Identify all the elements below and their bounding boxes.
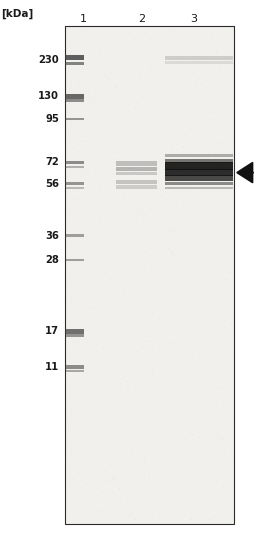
Bar xyxy=(165,169,233,176)
Bar xyxy=(65,234,84,237)
Bar xyxy=(65,334,84,337)
Text: 56: 56 xyxy=(45,179,59,189)
Bar xyxy=(65,329,84,333)
Bar xyxy=(65,166,84,168)
Bar xyxy=(116,161,157,166)
Text: 72: 72 xyxy=(45,158,59,167)
Bar xyxy=(65,26,234,524)
Text: 130: 130 xyxy=(38,92,59,101)
Bar xyxy=(65,55,84,60)
Text: 2: 2 xyxy=(138,14,146,24)
Bar xyxy=(165,162,233,170)
Text: 3: 3 xyxy=(190,14,197,24)
Bar xyxy=(116,172,157,175)
Bar xyxy=(165,187,233,189)
Bar xyxy=(65,258,84,261)
Bar xyxy=(165,159,233,163)
Bar xyxy=(165,154,233,157)
Bar xyxy=(65,99,84,102)
Bar xyxy=(116,185,157,189)
Bar xyxy=(65,182,84,185)
Bar xyxy=(116,167,157,171)
Text: 17: 17 xyxy=(45,326,59,336)
Text: 230: 230 xyxy=(38,55,59,65)
Bar xyxy=(65,117,84,120)
Bar xyxy=(165,175,233,181)
Bar xyxy=(65,364,84,369)
Text: 11: 11 xyxy=(45,362,59,371)
Bar xyxy=(65,370,84,372)
Bar xyxy=(65,187,84,189)
Bar xyxy=(65,161,84,164)
FancyArrow shape xyxy=(237,162,253,183)
Bar xyxy=(165,182,233,185)
Text: 1: 1 xyxy=(80,14,87,24)
Text: 28: 28 xyxy=(45,255,59,265)
Bar xyxy=(65,94,84,99)
Text: [kDa]: [kDa] xyxy=(1,8,34,19)
Bar xyxy=(165,61,233,63)
Text: 36: 36 xyxy=(45,231,59,241)
Bar xyxy=(65,62,84,65)
Bar xyxy=(116,180,157,184)
Text: 95: 95 xyxy=(45,114,59,124)
Bar xyxy=(165,56,233,59)
